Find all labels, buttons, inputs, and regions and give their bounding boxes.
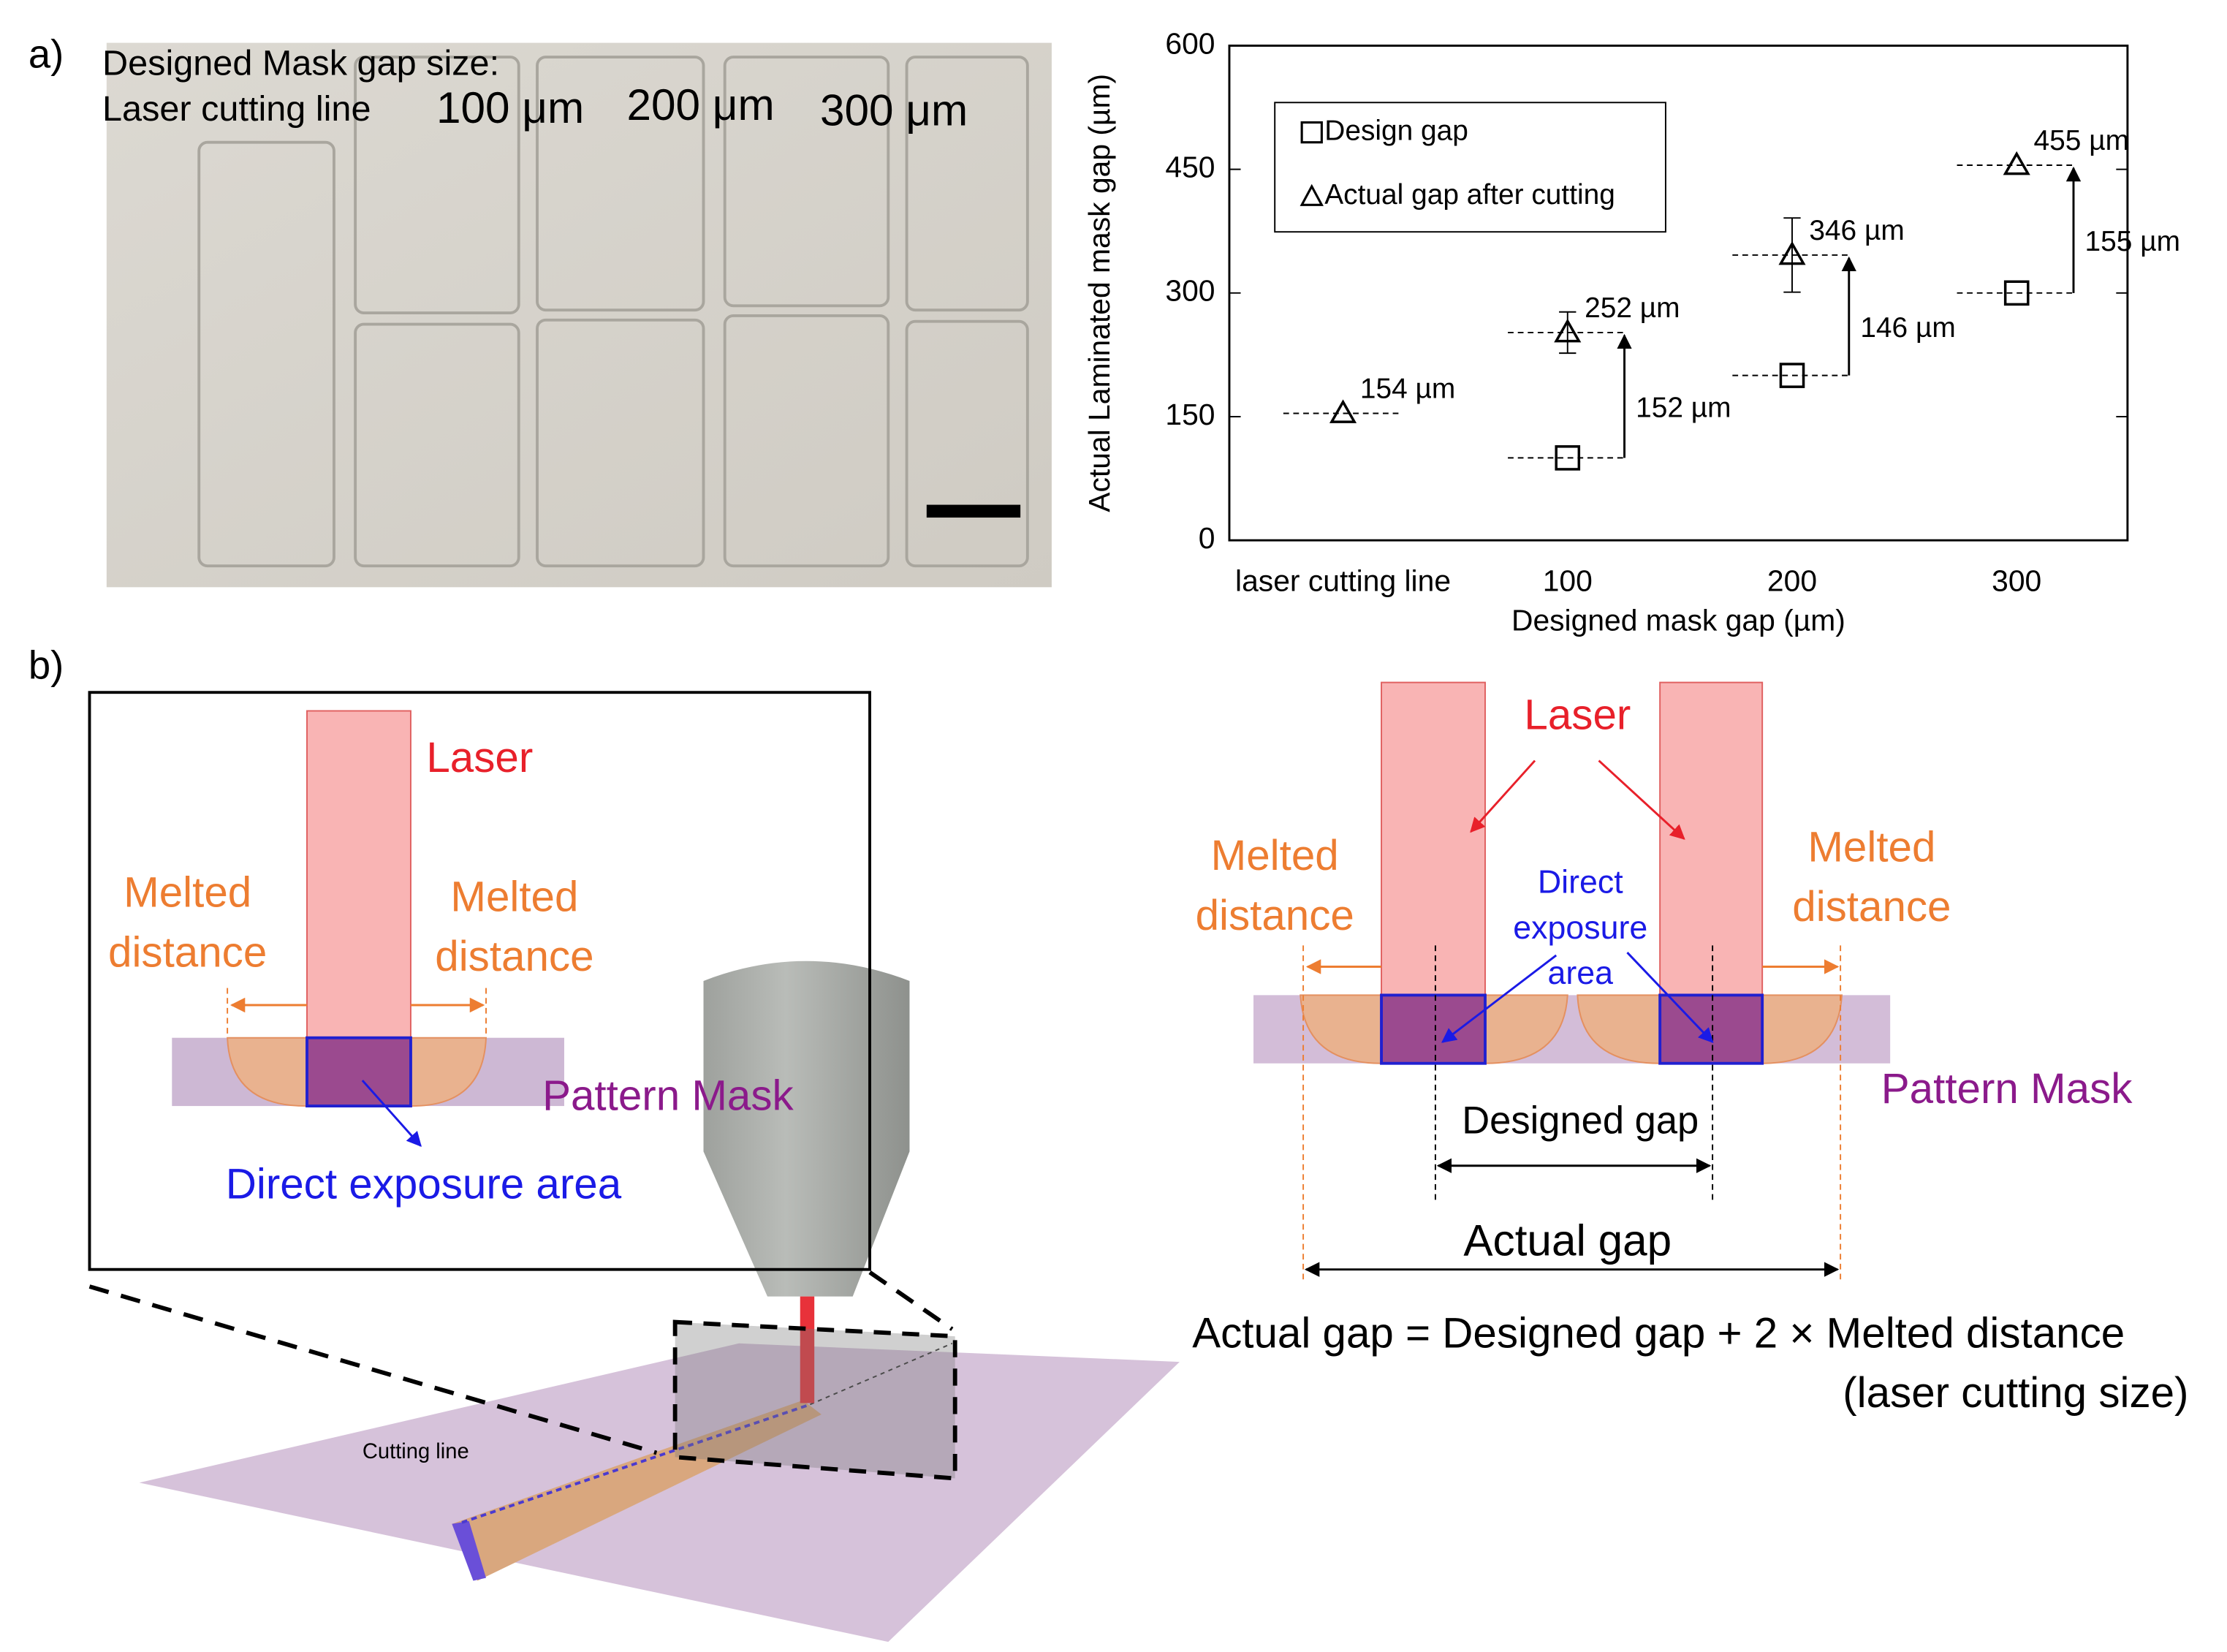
exposure-label: Direct xyxy=(1538,865,1623,901)
legend-box xyxy=(1274,102,1666,233)
y-tick-label: 600 xyxy=(1165,26,1215,60)
cutting-line-label: Cutting line xyxy=(363,1440,469,1463)
data-point xyxy=(2003,151,2030,175)
data-point xyxy=(1329,399,1357,423)
mask-label: Pattern Mask xyxy=(542,1072,794,1120)
panel-label: a) xyxy=(29,31,64,76)
difference-label: 155 µm xyxy=(2085,226,2180,257)
legend-marker xyxy=(1300,121,1323,144)
photo-label: 100 μm xyxy=(436,83,584,132)
panel-label: b) xyxy=(29,643,64,688)
photo xyxy=(106,42,1052,588)
photo-title: Designed Mask gap size: xyxy=(102,44,499,83)
exposure-label: area xyxy=(1548,955,1614,991)
y-tick-label: 450 xyxy=(1165,150,1215,183)
data-point xyxy=(1778,240,1806,265)
photo-label: 300 μm xyxy=(820,86,968,135)
difference-label: 146 µm xyxy=(1860,312,1955,344)
inset xyxy=(88,691,871,1271)
chart: 0 150 300 450 600 Designed mask gap (µm) Actua… xyxy=(1082,26,2180,637)
objective xyxy=(88,960,957,1481)
actual-gap-label: Actual gap xyxy=(1463,1216,1672,1265)
melted-label: distance xyxy=(1196,892,1354,939)
designed-gap-label: Designed gap xyxy=(1462,1099,1699,1142)
data-label: 346 µm xyxy=(1809,215,1904,246)
mask-label: Pattern Mask xyxy=(1881,1065,2133,1113)
photo-label: Laser cutting line xyxy=(102,89,371,129)
laser-label: Laser xyxy=(426,734,533,781)
exposure-label: exposure xyxy=(1513,910,1647,946)
photo-label: 200 μm xyxy=(627,80,775,129)
melted-label: distance xyxy=(1792,883,1951,931)
data-point xyxy=(1554,318,1582,343)
data-point xyxy=(1555,445,1581,471)
melted-label: distance xyxy=(435,933,593,980)
formula: (laser cutting size) xyxy=(1843,1369,2188,1417)
legend-label: Design gap xyxy=(1324,115,1468,146)
data-label: 455 µm xyxy=(2034,125,2129,156)
legend-marker xyxy=(1300,183,1324,206)
y-tick-label: 300 xyxy=(1165,274,1215,308)
x-tick-label: 300 xyxy=(1992,564,2041,597)
melted-label: Melted xyxy=(124,869,251,917)
y-axis-label: Actual Laminated mask gap (µm) xyxy=(1082,74,1116,512)
y-tick-label: 150 xyxy=(1165,398,1215,431)
x-tick-label: 100 xyxy=(1543,564,1593,597)
plane xyxy=(139,1342,1180,1642)
y-tick-label: 0 xyxy=(1199,521,1215,555)
detail-diagram xyxy=(1253,681,1891,1280)
data-label: 154 µm xyxy=(1360,374,1455,405)
difference-label: 152 µm xyxy=(1636,392,1731,423)
data-point xyxy=(1779,363,1805,388)
laser-label: Laser xyxy=(1524,692,1631,739)
legend-label: Actual gap after cutting xyxy=(1324,179,1615,211)
exposure-label: Direct exposure area xyxy=(226,1160,622,1208)
melted-label: Melted xyxy=(1807,823,1935,871)
melted-label: distance xyxy=(108,928,267,976)
data-label: 252 µm xyxy=(1585,292,1680,324)
melted-label: Melted xyxy=(1211,832,1339,879)
melted-label: Melted xyxy=(450,874,578,921)
x-tick-label: 200 xyxy=(1767,564,1817,597)
formula: Actual gap = Designed gap + 2 × Melted d… xyxy=(1192,1309,2125,1357)
data-point xyxy=(2003,280,2030,306)
x-tick-label: laser cutting line xyxy=(1235,564,1451,597)
x-axis-label: Designed mask gap (µm) xyxy=(1511,604,1845,637)
